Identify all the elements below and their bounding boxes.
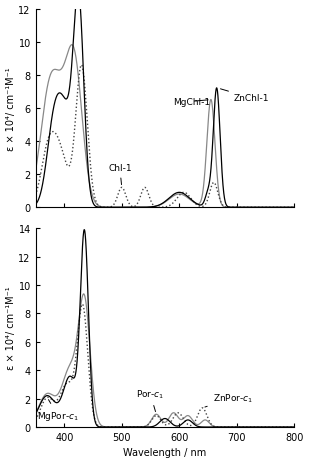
Text: Chl-1: Chl-1	[108, 164, 132, 185]
Text: Por-$c_1$: Por-$c_1$	[136, 388, 164, 412]
Y-axis label: ε × 10⁴/ cm⁻¹M⁻¹: ε × 10⁴/ cm⁻¹M⁻¹	[6, 286, 15, 369]
Text: MgPor-$c_1$: MgPor-$c_1$	[37, 400, 78, 422]
Y-axis label: ε × 10⁴/ cm⁻¹M⁻¹: ε × 10⁴/ cm⁻¹M⁻¹	[6, 67, 15, 150]
X-axis label: Wavelength / nm: Wavelength / nm	[123, 447, 206, 457]
Text: ZnPor-$c_1$: ZnPor-$c_1$	[205, 392, 253, 407]
Text: ZnChl-1: ZnChl-1	[220, 90, 269, 103]
Text: MgChl-1: MgChl-1	[174, 98, 211, 106]
